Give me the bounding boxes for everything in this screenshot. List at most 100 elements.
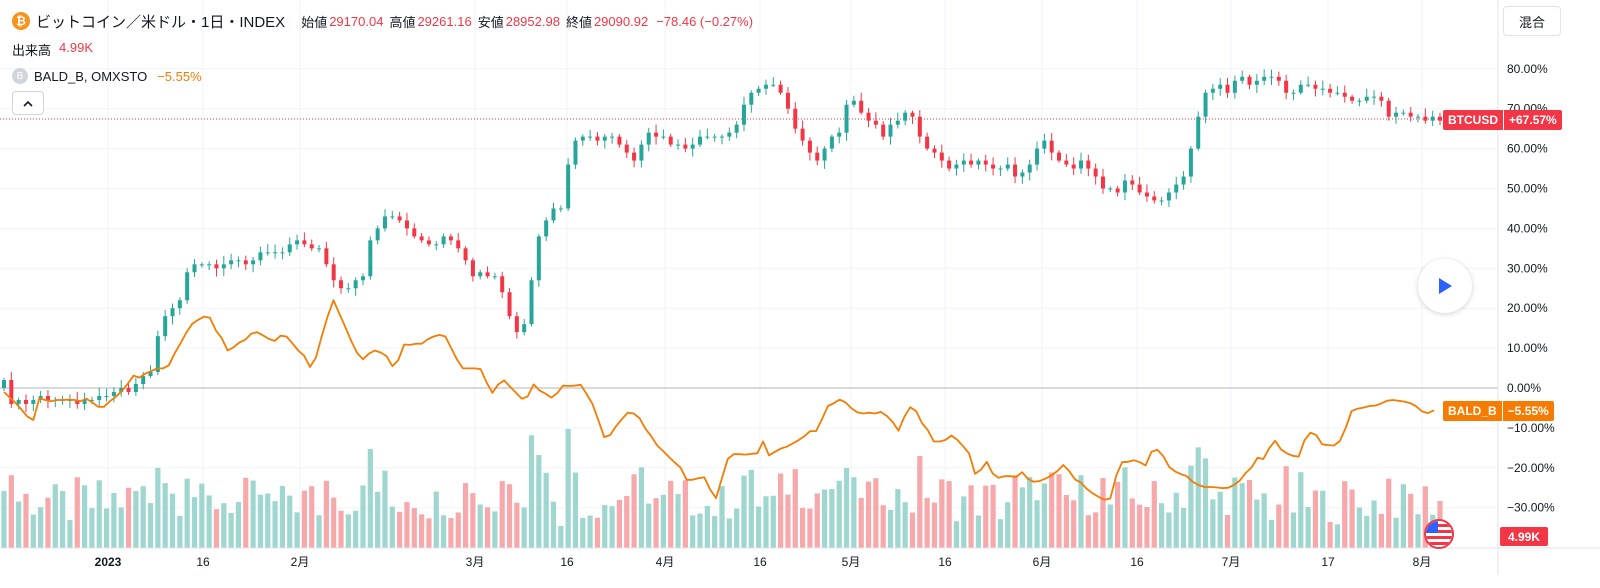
candle-body xyxy=(866,112,871,121)
volume-bar xyxy=(1254,499,1260,548)
volume-bar xyxy=(631,474,637,548)
collapse-legend-button[interactable] xyxy=(12,91,44,115)
time-axis-label: 7月 xyxy=(1222,555,1241,569)
symbol-title[interactable]: ビットコイン／米ドル・1日・INDEX xyxy=(36,13,286,31)
candle-body xyxy=(1401,112,1406,114)
volume-bar xyxy=(375,491,381,548)
volume-bar xyxy=(924,497,930,548)
candle-body xyxy=(251,260,256,265)
candle-body xyxy=(551,208,556,221)
volume-bar xyxy=(668,480,674,548)
volume-bar xyxy=(345,514,351,548)
volume-bar xyxy=(411,508,417,548)
candle-body xyxy=(778,84,783,93)
candle-body xyxy=(917,116,922,137)
volume-bar xyxy=(1041,483,1047,548)
time-axis-label: 8月 xyxy=(1413,555,1432,569)
volume-bar xyxy=(103,508,110,548)
candle-body xyxy=(859,100,864,113)
candle-body xyxy=(873,120,878,125)
volume-bar xyxy=(836,480,842,548)
volume-bar xyxy=(499,481,505,548)
candle-body xyxy=(434,244,439,246)
candle-body xyxy=(1423,116,1428,121)
volume-bar xyxy=(111,493,117,548)
compare-name[interactable]: BALD_B, OMXSTO xyxy=(34,68,148,84)
volume-bar xyxy=(1158,503,1165,548)
candle-body xyxy=(1438,116,1442,121)
candle-body xyxy=(734,124,739,133)
compare-price-tag: BALD_B −5.55% xyxy=(1443,401,1554,421)
candle-body xyxy=(419,236,424,241)
candle-body xyxy=(646,132,651,145)
candle-body xyxy=(1386,100,1391,117)
candle-body xyxy=(317,248,322,250)
volume-bar xyxy=(719,486,725,548)
candle-body xyxy=(844,104,849,133)
volume-bar xyxy=(316,515,322,548)
candle-body xyxy=(478,272,483,277)
close-label: 終値 xyxy=(565,14,592,30)
candle-body xyxy=(346,288,351,290)
candle-body xyxy=(595,136,600,141)
volume-bar xyxy=(287,495,293,548)
candle-body xyxy=(1313,84,1318,89)
candle-body xyxy=(23,399,28,404)
volume-bar xyxy=(521,507,527,548)
volume-bar xyxy=(565,428,571,548)
candle-body xyxy=(382,216,387,229)
volume-bar xyxy=(580,517,586,548)
us-flag-icon[interactable] xyxy=(1424,519,1454,549)
volume-bar xyxy=(1305,507,1311,548)
candle-body xyxy=(624,144,629,153)
open-value: 29170.04 xyxy=(329,13,384,29)
candle-body xyxy=(939,152,944,161)
volume-bar xyxy=(851,477,857,548)
candle-body xyxy=(910,112,915,117)
candle-body xyxy=(1020,172,1025,177)
candle-body xyxy=(903,112,908,121)
time-axis-label: 16 xyxy=(938,555,952,569)
volume-bar xyxy=(792,469,798,548)
time-axis-label: 3月 xyxy=(466,555,485,569)
volume-bar xyxy=(1049,472,1055,548)
candle-body xyxy=(258,252,263,261)
volume-bar xyxy=(1312,490,1319,548)
candle-body xyxy=(243,260,248,265)
volume-bar xyxy=(1232,477,1238,548)
volume-bar xyxy=(484,507,491,548)
legend-main: ₿ ビットコイン／米ドル・1日・INDEX 始値 29170.04 高値 29261… xyxy=(12,10,753,32)
candle-body xyxy=(1100,176,1105,189)
volume-bar xyxy=(821,489,828,548)
candle-body xyxy=(698,136,703,145)
volume-bar xyxy=(360,485,366,548)
replay-button[interactable] xyxy=(1418,259,1472,313)
volume-bar xyxy=(865,481,872,548)
play-icon xyxy=(1439,278,1452,294)
volume-bar xyxy=(1056,474,1062,548)
candle-body xyxy=(822,148,827,161)
candle-body xyxy=(1335,92,1340,94)
price-axis-label: 20.00% xyxy=(1507,301,1548,315)
candle-body xyxy=(470,260,475,277)
candle-body xyxy=(705,136,710,138)
volume-bar xyxy=(1224,515,1231,548)
volume-bar xyxy=(1327,521,1333,548)
volume-bar xyxy=(829,488,835,548)
volume-bar xyxy=(778,473,784,548)
volume-bar xyxy=(675,494,681,548)
scale-mode-button[interactable]: 混合 xyxy=(1503,6,1561,36)
volume-bar xyxy=(1034,500,1040,548)
volume-bar xyxy=(74,477,80,548)
candle-body xyxy=(1115,188,1120,193)
candle-body xyxy=(390,216,395,218)
candle-body xyxy=(1159,200,1164,202)
candle-body xyxy=(588,136,593,138)
volume-bar xyxy=(1356,507,1363,548)
candle-body xyxy=(1372,96,1377,98)
volume-bar xyxy=(961,496,967,548)
volume-bar xyxy=(419,514,425,548)
volume-label[interactable]: 出来高 xyxy=(12,43,52,58)
volume-bar xyxy=(1100,478,1106,548)
